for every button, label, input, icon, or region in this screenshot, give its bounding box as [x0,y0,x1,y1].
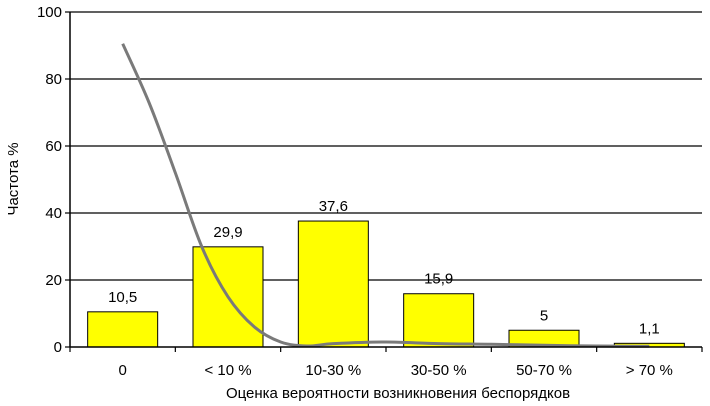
bar [297,220,369,348]
bars [87,220,685,348]
data-label: 1,1 [639,320,660,337]
y-tick-label: 80 [45,71,62,88]
data-labels: 10,5 29,9 37,6 15,9 5 1,1 [108,198,660,337]
data-label: 29,9 [213,224,242,241]
y-tick-label: 60 [45,138,62,155]
bar [403,293,475,348]
x-tick-label: 0 [118,362,126,379]
y-tick-label: 0 [54,339,62,356]
axes [65,11,703,352]
x-tick-label: < 10 % [204,362,251,379]
x-tick-label: 50-70 % [516,362,572,379]
x-tick-label: 30-50 % [411,362,467,379]
y-tick-label: 40 [45,205,62,222]
y-tick-label: 20 [45,272,62,289]
y-axis-label: Частота % [5,142,22,215]
trend-curve [121,43,650,348]
bar [87,311,159,348]
data-label: 37,6 [319,198,348,215]
x-axis-label: Оценка вероятности возникновения беспоря… [226,385,570,402]
y-tick-labels: 0 20 40 60 80 100 [37,4,62,356]
gridlines [70,11,702,281]
x-tick-labels: 0 < 10 % 10-30 % 30-50 % 50-70 % > 70 % [118,362,672,379]
y-tick-label: 100 [37,4,62,21]
x-tick-label: > 70 % [626,362,673,379]
trend-line [121,43,650,348]
data-label: 15,9 [424,271,453,288]
data-label: 5 [540,307,548,324]
x-tick-label: 10-30 % [305,362,361,379]
data-label: 10,5 [108,289,137,306]
